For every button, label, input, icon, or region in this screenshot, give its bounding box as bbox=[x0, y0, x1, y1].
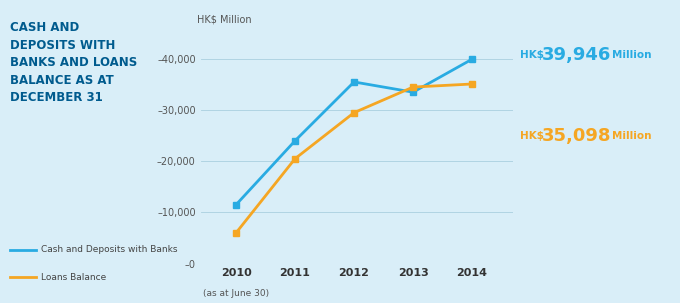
Text: HK$ Million: HK$ Million bbox=[197, 14, 252, 24]
Text: Million: Million bbox=[612, 131, 651, 142]
Text: Cash and Deposits with Banks: Cash and Deposits with Banks bbox=[41, 245, 177, 255]
Text: 35,098: 35,098 bbox=[542, 127, 611, 145]
Text: CASH AND
DEPOSITS WITH
BANKS AND LOANS
BALANCE AS AT
DECEMBER 31: CASH AND DEPOSITS WITH BANKS AND LOANS B… bbox=[10, 21, 137, 104]
Text: Loans Balance: Loans Balance bbox=[41, 273, 106, 282]
Text: (as at June 30): (as at June 30) bbox=[203, 289, 269, 298]
Text: HK$: HK$ bbox=[520, 49, 544, 60]
Text: 39,946: 39,946 bbox=[542, 45, 611, 64]
Text: HK$: HK$ bbox=[520, 131, 544, 142]
Text: Million: Million bbox=[612, 49, 651, 60]
